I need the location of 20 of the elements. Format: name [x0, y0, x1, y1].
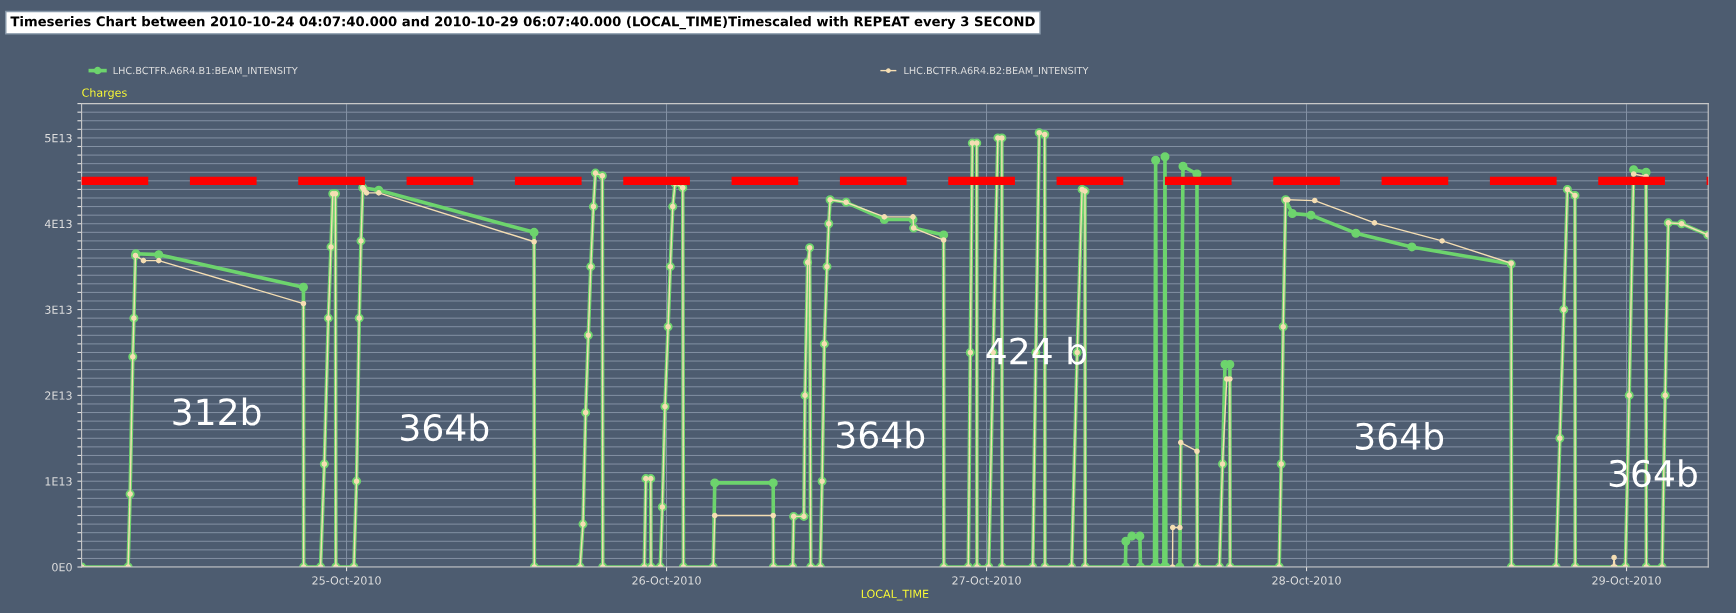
x-tick-label: 27-Oct-2010: [952, 576, 1021, 585]
legend-label: LHC.BCTFR.A6R4.B1:BEAM_INTENSITY: [113, 66, 298, 77]
x-axis-title: LOCAL_TIME: [861, 589, 929, 601]
y-tick-label: 0E0: [52, 563, 72, 572]
x-tick-label: 26-Oct-2010: [632, 576, 701, 585]
chart-title: Timeseries Chart between 2010-10-24 04:07:40.000 and 2010-10-29 06:07:40.000 (LOCAL_TIME)Timescaled with REPEAT every 3 SECOND: [10, 16, 1035, 30]
annotation: 364b: [837, 420, 925, 449]
y-axis-title: Charges: [82, 88, 127, 99]
y-tick-label: 3E13: [45, 305, 72, 314]
legend-label: LHC.BCTFR.A6R4.B2:BEAM_INTENSITY: [904, 66, 1089, 77]
x-tick-label: 25-Oct-2010: [312, 576, 381, 585]
x-tick-label: 28-Oct-2010: [1272, 576, 1341, 585]
y-tick-label: 4E13: [44, 219, 72, 229]
y-tick-label: 2E13: [45, 391, 72, 400]
annotation: 312b: [173, 397, 261, 426]
y-tick-label: 1E13: [45, 477, 72, 486]
y-tick-label: 5E13: [45, 133, 72, 143]
annotation: 364b: [401, 413, 489, 442]
annotation: 364b: [1355, 422, 1444, 451]
x-tick-label: 29-Oct-2010: [1592, 576, 1661, 585]
